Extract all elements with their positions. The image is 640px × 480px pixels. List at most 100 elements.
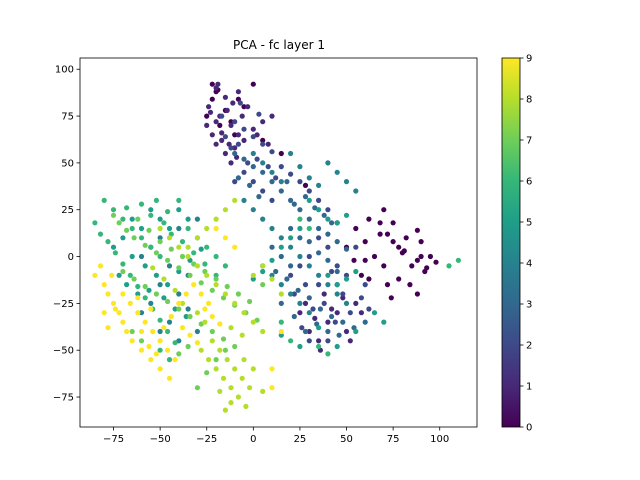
scatter-point xyxy=(112,250,118,256)
y-tick-label: −25 xyxy=(53,299,74,310)
scatter-point xyxy=(306,197,312,203)
scatter-point xyxy=(194,216,200,222)
scatter-point xyxy=(371,253,378,260)
scatter-point xyxy=(120,291,126,297)
scatter-point xyxy=(185,244,191,250)
scatter-point xyxy=(101,282,107,288)
scatter-point xyxy=(414,227,420,233)
scatter-point xyxy=(366,306,372,312)
scatter-point xyxy=(269,272,275,278)
scatter-point xyxy=(334,268,340,275)
scatter-point xyxy=(362,282,368,288)
scatter-point xyxy=(219,137,225,143)
scatter-point xyxy=(288,171,294,177)
scatter-point xyxy=(269,276,275,282)
scatter-point xyxy=(220,375,227,381)
scatter-point xyxy=(228,160,234,166)
scatter-point xyxy=(109,272,115,278)
scatter-point xyxy=(206,300,212,306)
scatter-point xyxy=(204,113,210,119)
y-tick-label: 75 xyxy=(61,112,74,123)
scatter-point xyxy=(334,263,340,269)
scatter-point xyxy=(101,310,107,316)
scatter-point xyxy=(209,328,215,335)
scatter-point xyxy=(179,325,186,331)
y-axis: −75 −50 −25 0 25 50 75 100 xyxy=(53,65,80,404)
scatter-point xyxy=(166,235,173,241)
scatter-point xyxy=(209,313,215,320)
scatter-point xyxy=(256,194,262,200)
scatter-point xyxy=(179,253,186,260)
scatter-point xyxy=(228,325,234,331)
scatter-point xyxy=(377,231,383,237)
scatter-point xyxy=(187,313,193,320)
scatter-point xyxy=(321,291,327,297)
colorbar xyxy=(501,57,521,428)
scatter-point xyxy=(302,182,309,188)
scatter-point xyxy=(138,201,145,207)
scatter-point xyxy=(295,287,301,293)
scatter-point xyxy=(241,156,247,162)
colorbar-tick-label: 9 xyxy=(526,54,532,65)
scatter-point xyxy=(269,366,275,372)
scatter-point xyxy=(358,310,364,316)
scatter-point xyxy=(340,295,346,301)
scatter-point xyxy=(353,188,359,194)
scatter-point xyxy=(161,325,167,331)
scatter-point xyxy=(239,113,245,119)
scatter-point xyxy=(288,291,294,297)
scatter-point xyxy=(213,276,219,282)
scatter-point xyxy=(288,338,294,344)
scatter-point xyxy=(166,263,173,269)
scatter-point xyxy=(334,343,340,350)
scatter-point xyxy=(362,239,368,245)
scatter-point xyxy=(366,276,372,282)
scatter-point xyxy=(362,319,368,325)
scatter-point xyxy=(297,164,303,170)
scatter-point xyxy=(165,209,171,215)
scatter-point xyxy=(168,246,174,252)
scatter-point xyxy=(260,268,266,275)
scatter-point xyxy=(198,280,204,286)
scatter-point xyxy=(153,250,159,256)
scatter-point xyxy=(176,351,182,357)
x-tick-label: 75 xyxy=(387,434,400,445)
scatter-point xyxy=(124,282,130,288)
scatter-point xyxy=(228,400,234,406)
scatter-point xyxy=(306,328,312,335)
scatter-point xyxy=(101,197,107,203)
scatter-point xyxy=(232,179,238,185)
scatter-point xyxy=(366,216,372,222)
scatter-point xyxy=(278,164,284,170)
plot-frame xyxy=(79,57,478,428)
scatter-point xyxy=(157,282,163,288)
scatter-point xyxy=(92,272,98,278)
scatter-point xyxy=(247,385,253,391)
scatter-point xyxy=(153,351,159,357)
scatter-point xyxy=(409,263,415,269)
scatter-point xyxy=(112,306,118,312)
scatter-point xyxy=(260,160,266,166)
scatter-point xyxy=(153,272,159,278)
scatter-point xyxy=(297,207,303,213)
scatter-point xyxy=(312,315,318,321)
scatter-point xyxy=(297,310,303,316)
scatter-point xyxy=(269,197,275,203)
scatter-point xyxy=(235,291,241,297)
scatter-point xyxy=(176,300,182,306)
scatter-point xyxy=(135,283,141,290)
scatter-point xyxy=(297,263,303,269)
scatter-point xyxy=(299,325,305,331)
scatter-point xyxy=(302,194,309,200)
scatter-point xyxy=(241,104,247,110)
scatter-point xyxy=(358,295,364,301)
scatter-point xyxy=(269,113,275,119)
scatter-point xyxy=(260,169,266,175)
scatter-point xyxy=(217,321,223,327)
scatter-point xyxy=(148,212,154,218)
scatter-point xyxy=(191,250,197,256)
scatter-point xyxy=(165,347,171,353)
scatter-point xyxy=(165,282,171,288)
scatter-point xyxy=(202,261,208,267)
scatter-point xyxy=(235,141,241,147)
